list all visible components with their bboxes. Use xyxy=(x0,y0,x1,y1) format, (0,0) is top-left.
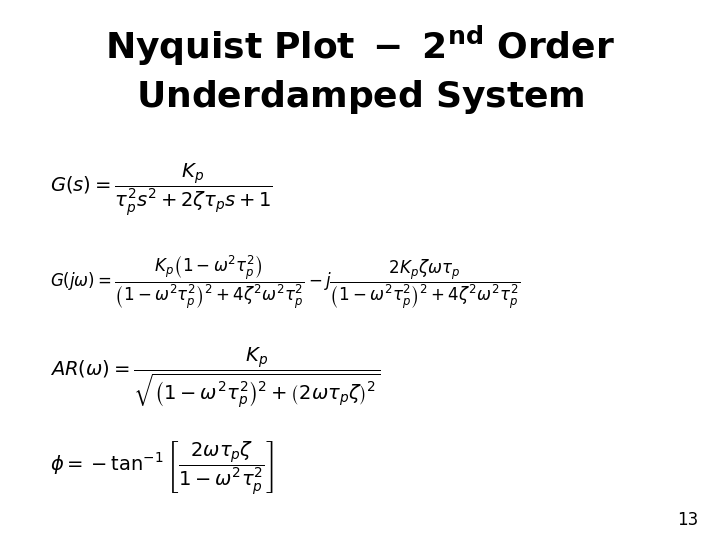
Text: $\mathbf{Nyquist\ Plot\ -\ 2^{nd}\ Order}$: $\mathbf{Nyquist\ Plot\ -\ 2^{nd}\ Order… xyxy=(105,24,615,69)
Text: 13: 13 xyxy=(677,511,698,529)
Text: $\mathbf{Underdamped\ System}$: $\mathbf{Underdamped\ System}$ xyxy=(135,78,585,116)
Text: $AR\left(\omega\right)=\dfrac{K_p}{\sqrt{\left(1-\omega^2\tau_p^2\right)^2+\left: $AR\left(\omega\right)=\dfrac{K_p}{\sqrt… xyxy=(50,346,381,410)
Text: $G\left(s\right)=\dfrac{K_p}{\tau_p^2 s^2+2\zeta\tau_p s+1}$: $G\left(s\right)=\dfrac{K_p}{\tau_p^2 s^… xyxy=(50,162,274,218)
Text: $\phi=-\tan^{-1}\left[\dfrac{2\omega\tau_p\zeta}{1-\omega^2\tau_p^2}\right]$: $\phi=-\tan^{-1}\left[\dfrac{2\omega\tau… xyxy=(50,440,274,497)
Text: $G\left(j\omega\right)=\dfrac{K_p\left(1-\omega^2\tau_p^2\right)}{\left(1-\omega: $G\left(j\omega\right)=\dfrac{K_p\left(1… xyxy=(50,254,521,311)
